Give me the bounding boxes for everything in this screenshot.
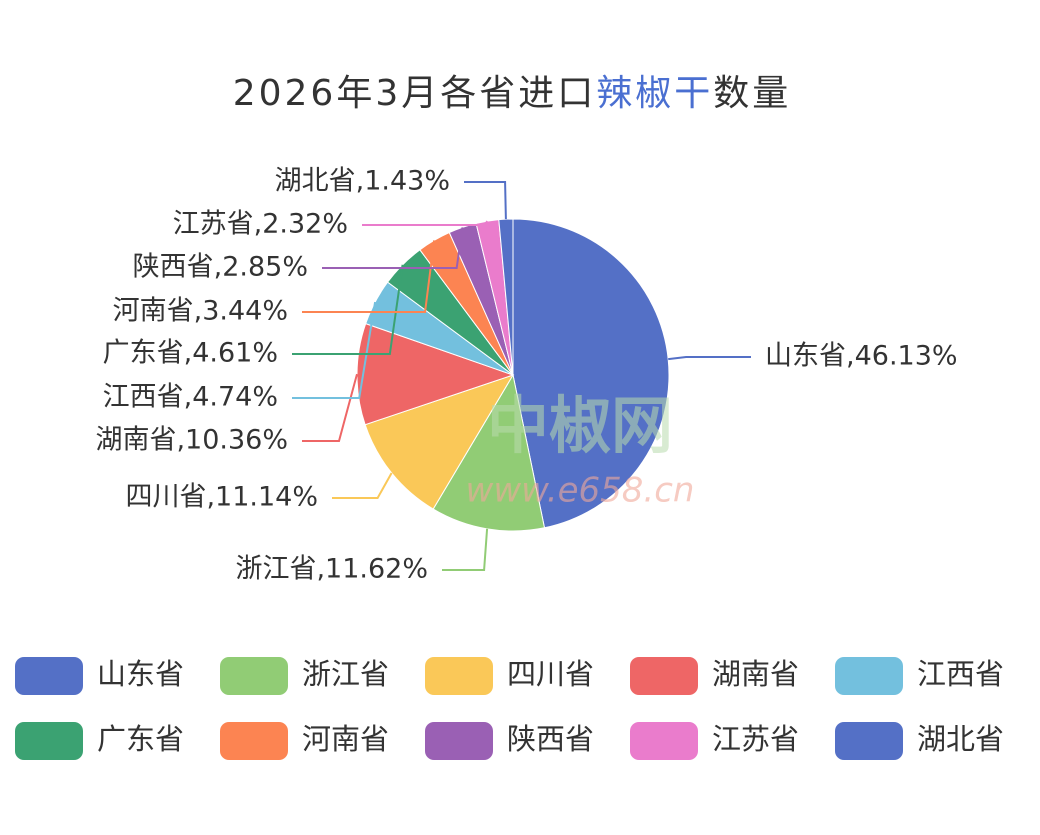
pie-slice — [356, 322, 515, 426]
leader-line — [332, 472, 393, 499]
legend-label: 广东省 — [97, 722, 184, 756]
data-label: 陕西省,2.85% — [133, 252, 308, 283]
pie-slice — [512, 218, 670, 529]
leader-line — [464, 181, 507, 220]
leader-line — [322, 227, 464, 269]
data-label: 广东省,4.61% — [103, 338, 278, 369]
leader-line — [668, 356, 751, 361]
chart-title: 2026年3月各省进口辣椒干数量 — [233, 73, 792, 114]
title-part: 2026年3月各省进口 — [233, 73, 597, 114]
data-label: 浙江省,11.62% — [235, 554, 428, 585]
data-label: 江苏省,2.32% — [173, 209, 348, 240]
data-label: 湖北省,1.43% — [275, 166, 450, 197]
legend-swatch — [220, 722, 288, 760]
data-label: 四川省,11.14% — [125, 482, 318, 513]
pie-slice — [364, 374, 515, 510]
legend-label: 湖南省 — [712, 657, 799, 691]
legend-swatch — [425, 657, 493, 695]
leader-line — [442, 528, 489, 571]
leader-line — [302, 373, 358, 442]
legend-swatch — [425, 722, 493, 760]
legend-label: 江西省 — [917, 657, 1004, 691]
watermark: 中椒网 — [487, 389, 673, 462]
legend-label: 陕西省 — [507, 722, 594, 756]
leader-line — [362, 220, 489, 226]
legend-label: 山东省 — [97, 657, 184, 691]
leader-line — [292, 264, 404, 355]
legend-swatch — [630, 722, 698, 760]
watermark-url: www.e658.cn — [466, 471, 695, 511]
data-label: 河南省,3.44% — [113, 296, 288, 327]
data-label: 山东省,46.13% — [765, 341, 958, 372]
legend-label: 江苏省 — [712, 722, 799, 756]
legend-swatch — [220, 657, 288, 695]
legend-label: 四川省 — [507, 657, 594, 691]
leader-line — [292, 301, 377, 399]
data-label: 江西省,4.74% — [103, 382, 278, 413]
title-highlight: 辣椒干 — [596, 73, 713, 114]
legend-label: 浙江省 — [302, 657, 389, 691]
title-part: 数量 — [713, 73, 791, 114]
legend-swatch — [630, 657, 698, 695]
legend-swatch — [835, 657, 903, 695]
legend-swatch — [835, 722, 903, 760]
legend-label: 湖北省 — [917, 722, 1004, 756]
legend-label: 河南省 — [302, 722, 389, 756]
data-label: 湖南省,10.36% — [95, 425, 288, 456]
leader-line — [302, 240, 436, 313]
pie-slice — [498, 218, 514, 376]
legend-swatch — [15, 722, 83, 760]
legend-swatch — [15, 657, 83, 695]
